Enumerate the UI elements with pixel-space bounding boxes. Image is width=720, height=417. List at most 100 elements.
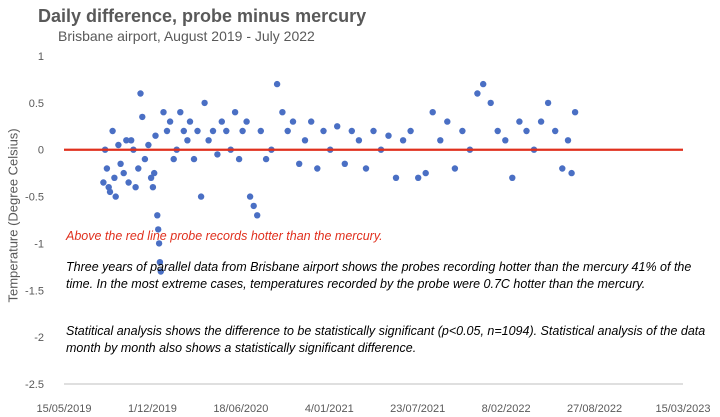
data-point [509, 174, 516, 181]
data-point [157, 268, 164, 275]
data-point [474, 90, 481, 97]
data-point [125, 179, 132, 186]
data-point [186, 118, 194, 125]
data-point [523, 127, 530, 135]
annotation-paragraph-1: Three years of parallel data from Brisba… [66, 260, 692, 291]
data-point [355, 137, 363, 144]
data-point [257, 127, 264, 135]
x-tick-label: 18/06/2020 [213, 403, 268, 415]
chart-title: Daily difference, probe minus mercury [38, 6, 367, 26]
data-point [399, 137, 407, 144]
data-point [273, 80, 281, 88]
data-point [115, 141, 122, 149]
data-point [568, 169, 575, 177]
data-point [552, 127, 559, 135]
data-point [155, 240, 163, 247]
x-tick-label: 23/07/2021 [390, 403, 445, 415]
data-point [163, 127, 171, 135]
x-tick-label: 15/05/2019 [36, 403, 91, 415]
data-point [218, 118, 225, 125]
data-point [152, 132, 159, 139]
data-point [223, 127, 230, 135]
data-point [209, 127, 217, 135]
data-point [422, 169, 429, 177]
data-point [197, 193, 205, 200]
y-tick-label: -2 [34, 332, 44, 344]
data-point [117, 160, 124, 167]
data-point [362, 165, 370, 172]
data-point [184, 137, 191, 144]
data-point [135, 165, 142, 172]
data-point [243, 118, 250, 125]
y-tick-label: -1.5 [25, 285, 44, 297]
x-tick-label: 4/01/2021 [305, 403, 354, 415]
data-point [571, 109, 579, 116]
data-point [123, 137, 130, 144]
data-point [120, 169, 127, 177]
data-point [112, 193, 119, 200]
data-point [564, 137, 572, 144]
data-point [250, 202, 257, 210]
data-point [231, 109, 239, 116]
data-point [205, 137, 212, 144]
data-point [239, 127, 246, 135]
data-point [155, 226, 162, 233]
data-point [459, 127, 466, 135]
data-point [201, 99, 208, 107]
data-point [254, 212, 261, 219]
x-tick-label: 1/12/2019 [128, 403, 177, 415]
data-point [480, 80, 487, 88]
data-point [156, 259, 164, 266]
data-point [111, 174, 118, 181]
data-point [147, 174, 155, 181]
data-point [494, 127, 501, 135]
data-point [392, 174, 400, 181]
data-point [154, 212, 161, 219]
data-point [106, 188, 114, 196]
data-point [145, 141, 152, 149]
data-point [246, 193, 254, 200]
y-tick-label: -0.5 [25, 192, 44, 204]
data-point [149, 184, 157, 191]
data-point [128, 137, 135, 144]
data-point [444, 118, 451, 125]
data-point [177, 109, 184, 116]
annotation-paragraph-2: Statitical analysis shows the difference… [66, 324, 706, 355]
data-point [170, 155, 177, 163]
data-point [289, 118, 297, 125]
data-point [407, 127, 414, 135]
data-point [415, 174, 422, 181]
y-tick-label: -1 [34, 238, 44, 250]
data-point [301, 137, 309, 144]
data-point [180, 127, 187, 135]
data-point [537, 118, 545, 125]
data-point [296, 160, 303, 167]
data-point [214, 151, 221, 158]
data-point [262, 155, 270, 163]
data-point [141, 155, 149, 163]
data-point [320, 127, 327, 135]
data-point [341, 160, 348, 167]
data-point [137, 90, 144, 97]
y-tick-label: -2.5 [25, 379, 44, 391]
data-point [166, 118, 174, 125]
data-point [190, 155, 198, 163]
annotation-red-line: Above the red line probe records hotter … [66, 229, 383, 243]
data-point [109, 127, 116, 135]
data-point [235, 155, 243, 163]
data-point [429, 109, 436, 116]
chart-subtitle: Brisbane airport, August 2019 - July 202… [58, 28, 315, 44]
data-point [100, 179, 107, 186]
data-point [308, 118, 315, 125]
data-point [103, 165, 111, 172]
data-point [451, 165, 459, 172]
data-point [132, 184, 139, 191]
data-point [516, 118, 523, 125]
data-point [314, 165, 321, 172]
data-point [160, 109, 167, 116]
data-point [559, 165, 566, 172]
data-point [370, 127, 377, 135]
y-tick-label: 0 [38, 145, 44, 157]
data-point [334, 123, 341, 130]
